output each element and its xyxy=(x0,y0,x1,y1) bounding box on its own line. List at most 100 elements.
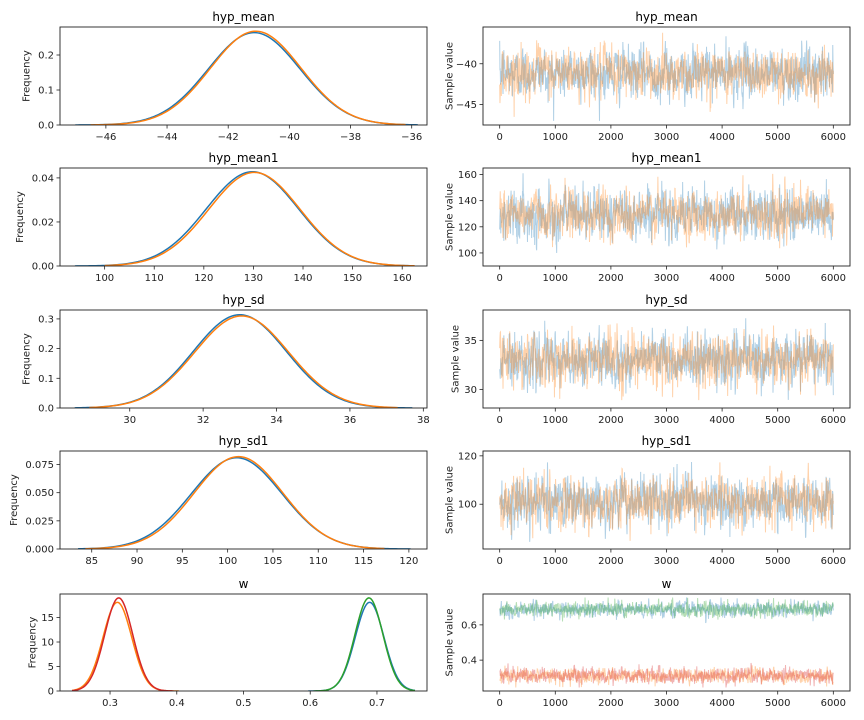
subplot-title: hyp_sd1 xyxy=(642,434,692,448)
x-tick-label: 110 xyxy=(145,273,164,284)
x-tick-label: 2000 xyxy=(598,698,623,709)
x-tick-label: 32 xyxy=(197,415,210,426)
y-tick-label: −40 xyxy=(456,59,477,70)
x-tick-label: 1000 xyxy=(543,132,568,143)
y-tick-label: 35 xyxy=(464,336,477,347)
y-tick-label: 160 xyxy=(458,170,477,181)
plot-area xyxy=(499,318,834,401)
y-tick-label: 140 xyxy=(458,196,477,207)
x-tick-label: 140 xyxy=(293,273,312,284)
x-tick-label: 100 xyxy=(95,273,114,284)
subplot-title: hyp_sd xyxy=(222,293,264,307)
subplot-title: w xyxy=(239,577,249,591)
subplot-title: hyp_sd xyxy=(645,293,687,307)
x-tick-label: 110 xyxy=(309,556,328,567)
y-tick-label: 0.4 xyxy=(461,656,477,667)
x-tick-label: 115 xyxy=(354,556,373,567)
y-tick-label: 0.1 xyxy=(38,374,54,385)
kde-line-chain-1-w-1- xyxy=(71,597,174,691)
x-tick-label: 1000 xyxy=(543,415,568,426)
trace-line-chain-0-w-1- xyxy=(499,665,834,688)
x-tick-label: 0.7 xyxy=(369,698,385,709)
kde-line-chain-0 xyxy=(74,170,413,266)
plot-area xyxy=(75,30,418,125)
plot-area xyxy=(499,597,834,688)
plot-area xyxy=(74,170,415,266)
x-tick-label: 36 xyxy=(344,415,357,426)
trace-line-chain-1 xyxy=(499,32,834,117)
x-tick-label: 4000 xyxy=(709,556,734,567)
subplot-title: hyp_mean xyxy=(635,10,697,24)
subplot-title: w xyxy=(662,577,672,591)
subplot-hyp_mean1_trace: 0 1000 2000 3000 4000 5000 6000 100 120 140 160 hyp… xyxy=(444,151,851,284)
trace-line-chain-0-w-0- xyxy=(499,597,834,624)
x-tick-label: −44 xyxy=(156,132,177,143)
x-tick-label: 150 xyxy=(343,273,362,284)
subplot-title: hyp_mean1 xyxy=(209,151,279,165)
axes-frame xyxy=(59,450,428,550)
y-tick-label: 0.1 xyxy=(38,86,54,97)
y-tick-label: 30 xyxy=(464,385,477,396)
y-tick-label: 10 xyxy=(41,638,54,649)
subplot-title: hyp_mean xyxy=(212,10,274,24)
subplot-hyp_sd_trace: 0 1000 2000 3000 4000 5000 6000 30 35 hyp_sd Sampl… xyxy=(451,293,851,426)
x-tick-label: 6000 xyxy=(821,273,846,284)
kde-line-chain-0 xyxy=(75,31,418,125)
subplot-title: hyp_sd1 xyxy=(219,434,269,448)
x-tick-label: 38 xyxy=(417,415,430,426)
trace-line-chain-1 xyxy=(499,462,834,541)
y-tick-label: 0.00 xyxy=(32,262,54,273)
x-tick-label: 6000 xyxy=(821,698,846,709)
y-tick-label: 0.6 xyxy=(461,620,477,631)
x-tick-label: 5000 xyxy=(765,415,790,426)
kde-line-chain-1 xyxy=(85,455,385,549)
trace-line-chain-1 xyxy=(499,323,834,401)
y-tick-label: 0.000 xyxy=(25,545,54,556)
subplot-hyp_sd1_trace: 0 1000 2000 3000 4000 5000 6000 100 120 hyp_sd1 Sa… xyxy=(444,434,851,567)
x-tick-label: 2000 xyxy=(598,415,623,426)
axes-frame xyxy=(59,26,428,126)
x-tick-label: 3000 xyxy=(654,132,679,143)
x-tick-label: −42 xyxy=(218,132,239,143)
x-tick-label: 3000 xyxy=(654,415,679,426)
y-tick-label: 0.0 xyxy=(38,404,54,415)
x-tick-label: 4000 xyxy=(709,273,734,284)
subplot-w_trace: 0 1000 2000 3000 4000 5000 6000 0.4 0.6 w Sample v… xyxy=(444,577,851,709)
y-tick-label: 0.02 xyxy=(32,217,54,228)
x-tick-label: 30 xyxy=(123,415,136,426)
x-tick-label: 2000 xyxy=(598,556,623,567)
trace-line-chain-1-w-1- xyxy=(499,662,834,688)
x-tick-label: −46 xyxy=(95,132,116,143)
x-tick-label: 95 xyxy=(176,556,189,567)
y-tick-label: 0.2 xyxy=(38,344,54,355)
axes-frame xyxy=(59,167,428,267)
subplot-w_kde: 0.3 0.4 0.5 0.6 0.7 0 5 10 15 w Frequency xyxy=(28,577,428,709)
trace-line-chain-0 xyxy=(499,173,834,253)
x-tick-label: −36 xyxy=(401,132,422,143)
y-tick-label: −45 xyxy=(456,100,477,111)
y-axis-label: Frequency xyxy=(28,617,39,669)
y-axis-label: Frequency xyxy=(9,474,20,526)
x-tick-label: 1000 xyxy=(543,556,568,567)
x-tick-label: 6000 xyxy=(821,132,846,143)
subplot-hyp_mean1_kde: 100 110 120 130 140 150 160 0.00 0.02 0.04 hyp_mea… xyxy=(15,151,428,284)
x-tick-label: 0.6 xyxy=(302,698,318,709)
x-tick-label: 34 xyxy=(270,415,283,426)
subplot-hyp_sd_kde: 30 32 34 36 38 0.0 0.1 0.2 0.3 hyp_sd Frequency xyxy=(21,293,429,426)
x-tick-label: 4000 xyxy=(709,698,734,709)
x-tick-label: 3000 xyxy=(654,698,679,709)
x-tick-label: 1000 xyxy=(543,273,568,284)
y-tick-label: 120 xyxy=(458,451,477,462)
y-tick-label: 15 xyxy=(41,613,54,624)
x-tick-label: 4000 xyxy=(709,132,734,143)
axes-frame xyxy=(59,593,428,692)
subplot-hyp_mean_kde: −46 −44 −42 −40 −38 −36 0.0 0.1 0.2 hyp_mean Frequ… xyxy=(21,10,428,143)
plot-area xyxy=(71,597,416,691)
trace-line-chain-1-w-0- xyxy=(499,597,834,622)
axes-frame xyxy=(59,309,428,409)
x-tick-label: 2000 xyxy=(598,273,623,284)
plot-area xyxy=(499,173,834,253)
plot-area xyxy=(78,455,411,549)
trace-line-chain-1 xyxy=(499,173,834,249)
x-tick-label: 0 xyxy=(496,273,502,284)
